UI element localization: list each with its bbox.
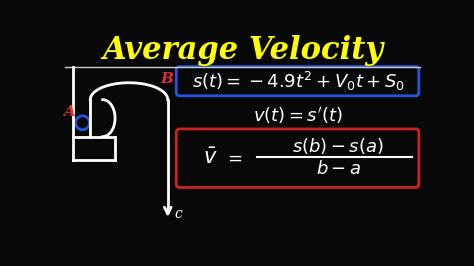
- Text: Average Velocity: Average Velocity: [102, 35, 383, 66]
- Text: $b - a$: $b - a$: [316, 160, 361, 178]
- Text: A: A: [63, 105, 75, 119]
- Text: $v(t) = s'(t)$: $v(t) = s'(t)$: [253, 105, 343, 126]
- Text: $=$: $=$: [224, 149, 243, 167]
- Text: $s(t) = -4.9t^2 + V_0t + S_0$: $s(t) = -4.9t^2 + V_0t + S_0$: [191, 70, 404, 93]
- Text: c: c: [174, 207, 182, 221]
- Text: $\bar{v}$: $\bar{v}$: [203, 148, 218, 168]
- Text: $s(b) - s(a)$: $s(b) - s(a)$: [292, 136, 384, 156]
- Text: B: B: [160, 72, 173, 86]
